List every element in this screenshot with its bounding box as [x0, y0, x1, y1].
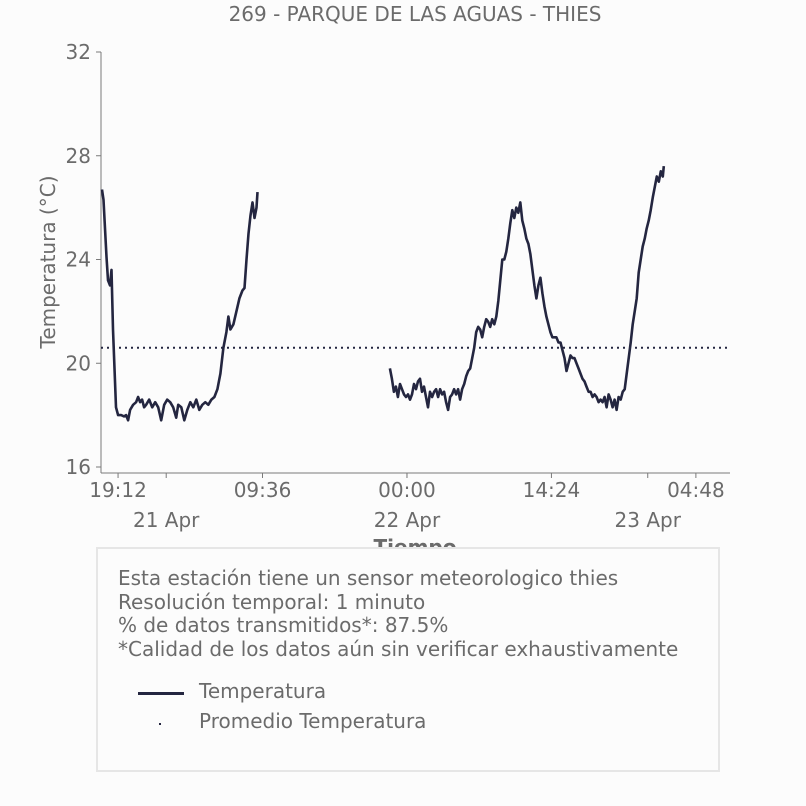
x-tick-label-time: 09:36 [234, 478, 292, 502]
y-tick-label: 24 [66, 248, 91, 272]
y-axis-label: Temperatura (°C) [36, 175, 60, 349]
station-info-text: Esta estación tiene un sensor meteorolog… [118, 566, 679, 661]
info-resolution: Resolución temporal: 1 minuto [118, 589, 426, 614]
temperature-line [388, 165, 666, 412]
y-tick-label: 20 [66, 351, 91, 375]
x-tick-label-date: 22 Apr [374, 508, 441, 532]
x-tick-label-time: 19:12 [89, 478, 147, 502]
chart-title: 269 - PARQUE DE LAS AGUAS - THIES [229, 2, 602, 26]
info-transmitted: % de datos transmitidos*: 87.5% [118, 613, 449, 637]
x-tick-label-time: 04:48 [667, 478, 725, 502]
x-tick-label-date: 21 Apr [133, 508, 200, 532]
x-ticks: 19:12 09:36 00:00 14:24 04:48 21 Apr 22 Apr 23 … [89, 473, 725, 532]
legend-line-swatch [138, 692, 184, 695]
temperature-series-group [100, 165, 666, 422]
x-tick-label-time: 00:00 [378, 478, 436, 502]
temperature-line [100, 189, 259, 422]
station-info-box: Esta estación tiene un sensor meteorolog… [96, 547, 720, 772]
legend-label-promedio: Promedio Temperatura [199, 709, 427, 733]
y-tick-label: 32 [66, 40, 91, 64]
legend-dot-swatch [159, 723, 161, 725]
x-tick-label-date: 23 Apr [615, 508, 682, 532]
legend-label-temperatura: Temperatura [199, 679, 327, 703]
y-ticks: 16 20 24 28 32 [66, 40, 101, 479]
y-tick-label: 16 [66, 455, 91, 479]
info-quality-note: *Calidad de los datos aún sin verificar … [118, 636, 679, 661]
info-sensor: Esta estación tiene un sensor meteorolog… [118, 566, 619, 590]
y-tick-label: 28 [66, 144, 91, 168]
x-tick-label-time: 14:24 [523, 478, 581, 502]
